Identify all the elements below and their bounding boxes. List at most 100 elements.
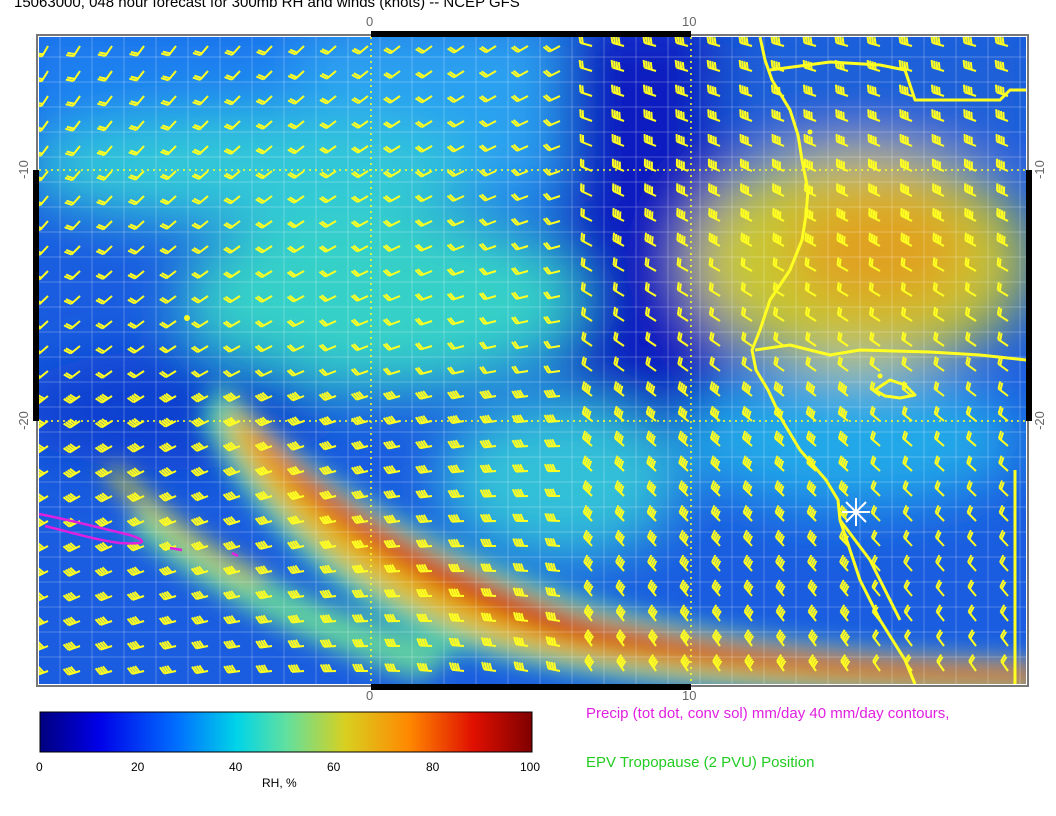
wind-barb-icon (223, 664, 241, 674)
wind-barb-icon (319, 45, 337, 55)
wind-barb-icon (615, 579, 626, 597)
wind-barb-icon (39, 666, 49, 677)
wind-barb-icon (318, 269, 337, 278)
wind-barb-icon (834, 84, 849, 97)
wind-barb-icon (39, 443, 49, 454)
wind-barb-icon (96, 220, 113, 231)
wind-barb-icon (543, 389, 561, 399)
wind-barb-icon (95, 270, 113, 280)
wind-barb-icon (774, 455, 785, 472)
wind-barb-icon (679, 579, 690, 597)
wind-barb-icon (898, 37, 913, 47)
wind-barb-icon (287, 195, 305, 204)
wind-barb-icon (39, 592, 49, 602)
wind-barb-icon (774, 529, 785, 547)
wind-barb-icon (95, 245, 113, 256)
wind-barb-icon (901, 356, 913, 372)
wind-barb-icon (39, 517, 49, 528)
wind-barb-icon (512, 562, 529, 572)
wind-barb-icon (543, 463, 561, 473)
wind-barb-icon (319, 539, 337, 550)
wind-barb-icon (222, 515, 241, 526)
colorbar (39, 711, 533, 753)
wind-barb-icon (773, 356, 785, 372)
wind-barb-icon (480, 587, 497, 597)
wind-barb-icon (932, 257, 945, 272)
wind-barb-icon (446, 267, 465, 276)
wind-barb-icon (126, 393, 145, 404)
wind-barb-icon (744, 654, 755, 672)
wind-barb-icon (415, 464, 433, 474)
wind-barb-icon (160, 95, 177, 106)
wind-barb-icon (62, 666, 81, 676)
wind-barb-icon (680, 654, 691, 672)
wind-barb-icon (837, 356, 849, 372)
left-tick-minus10: -10 (15, 160, 31, 179)
wind-barb-icon (740, 257, 753, 272)
wind-barb-icon (965, 405, 977, 422)
wind-barb-icon (839, 629, 851, 647)
wind-barb-icon (996, 183, 1009, 197)
wind-barb-icon (222, 565, 241, 575)
wind-barb-icon (998, 480, 1009, 497)
colorbar-tick: 100 (520, 760, 541, 774)
wind-barb-icon (934, 505, 945, 522)
wind-barb-icon (997, 331, 1009, 347)
wind-barb-icon (612, 232, 625, 247)
wind-barb-icon (998, 529, 1009, 547)
wind-barb-icon (39, 145, 49, 157)
wind-barb-icon (382, 170, 401, 178)
wind-barb-icon (319, 515, 337, 525)
wind-barb-icon (319, 95, 337, 105)
wind-barb-icon (710, 455, 721, 472)
wind-barb-icon (446, 341, 465, 351)
wind-barb-icon (158, 590, 177, 601)
wind-barb-icon (741, 430, 753, 447)
wind-barb-icon (222, 416, 241, 427)
wind-barb-icon (677, 356, 689, 372)
wind-barb-icon (191, 145, 209, 156)
wind-barb-icon (542, 118, 561, 127)
wind-barb-icon (159, 170, 177, 181)
wind-barb-icon (97, 70, 113, 82)
wind-barb-icon (967, 554, 977, 572)
wind-barb-icon (711, 629, 723, 647)
wind-barb-icon (711, 579, 722, 597)
wind-barb-icon (709, 381, 721, 397)
wind-barb-icon (65, 70, 81, 82)
wind-barb-icon (995, 133, 1009, 147)
wind-barb-icon (510, 242, 529, 251)
wind-barb-icon (966, 505, 977, 522)
wind-barb-icon (415, 489, 433, 499)
wind-barb-icon (583, 579, 594, 597)
wind-barb-icon (415, 415, 433, 425)
wind-barb-icon (383, 440, 401, 450)
wind-barb-icon (448, 588, 465, 597)
wind-barb-icon (995, 109, 1009, 122)
wind-barb-icon (994, 59, 1009, 72)
wind-barb-icon (319, 170, 337, 179)
wind-barb-icon (350, 220, 369, 228)
wind-barb-icon (738, 37, 753, 47)
wind-barb-icon (542, 217, 561, 226)
wind-barb-icon (159, 295, 177, 304)
left-tick-minus20: -20 (15, 411, 31, 430)
wind-barb-icon (707, 109, 721, 122)
wind-barb-icon (94, 566, 113, 577)
wind-barb-icon (674, 59, 689, 72)
wind-barb-icon (542, 69, 561, 78)
wind-barb-icon (447, 439, 465, 449)
wind-barb-icon (65, 120, 81, 132)
wind-barb-icon (934, 529, 945, 547)
wind-barb-icon (870, 480, 881, 497)
wind-barb-icon (190, 565, 209, 576)
wind-barb-icon (223, 639, 241, 649)
wind-barb-icon (542, 94, 561, 102)
wind-barb-icon (674, 84, 689, 97)
wind-barb-icon (743, 604, 754, 622)
wind-barb-icon (934, 480, 945, 497)
wind-barb-icon (996, 208, 1009, 222)
wind-barb-icon (964, 306, 977, 322)
wind-barb-icon (584, 654, 595, 672)
wind-barb-icon (351, 613, 369, 623)
